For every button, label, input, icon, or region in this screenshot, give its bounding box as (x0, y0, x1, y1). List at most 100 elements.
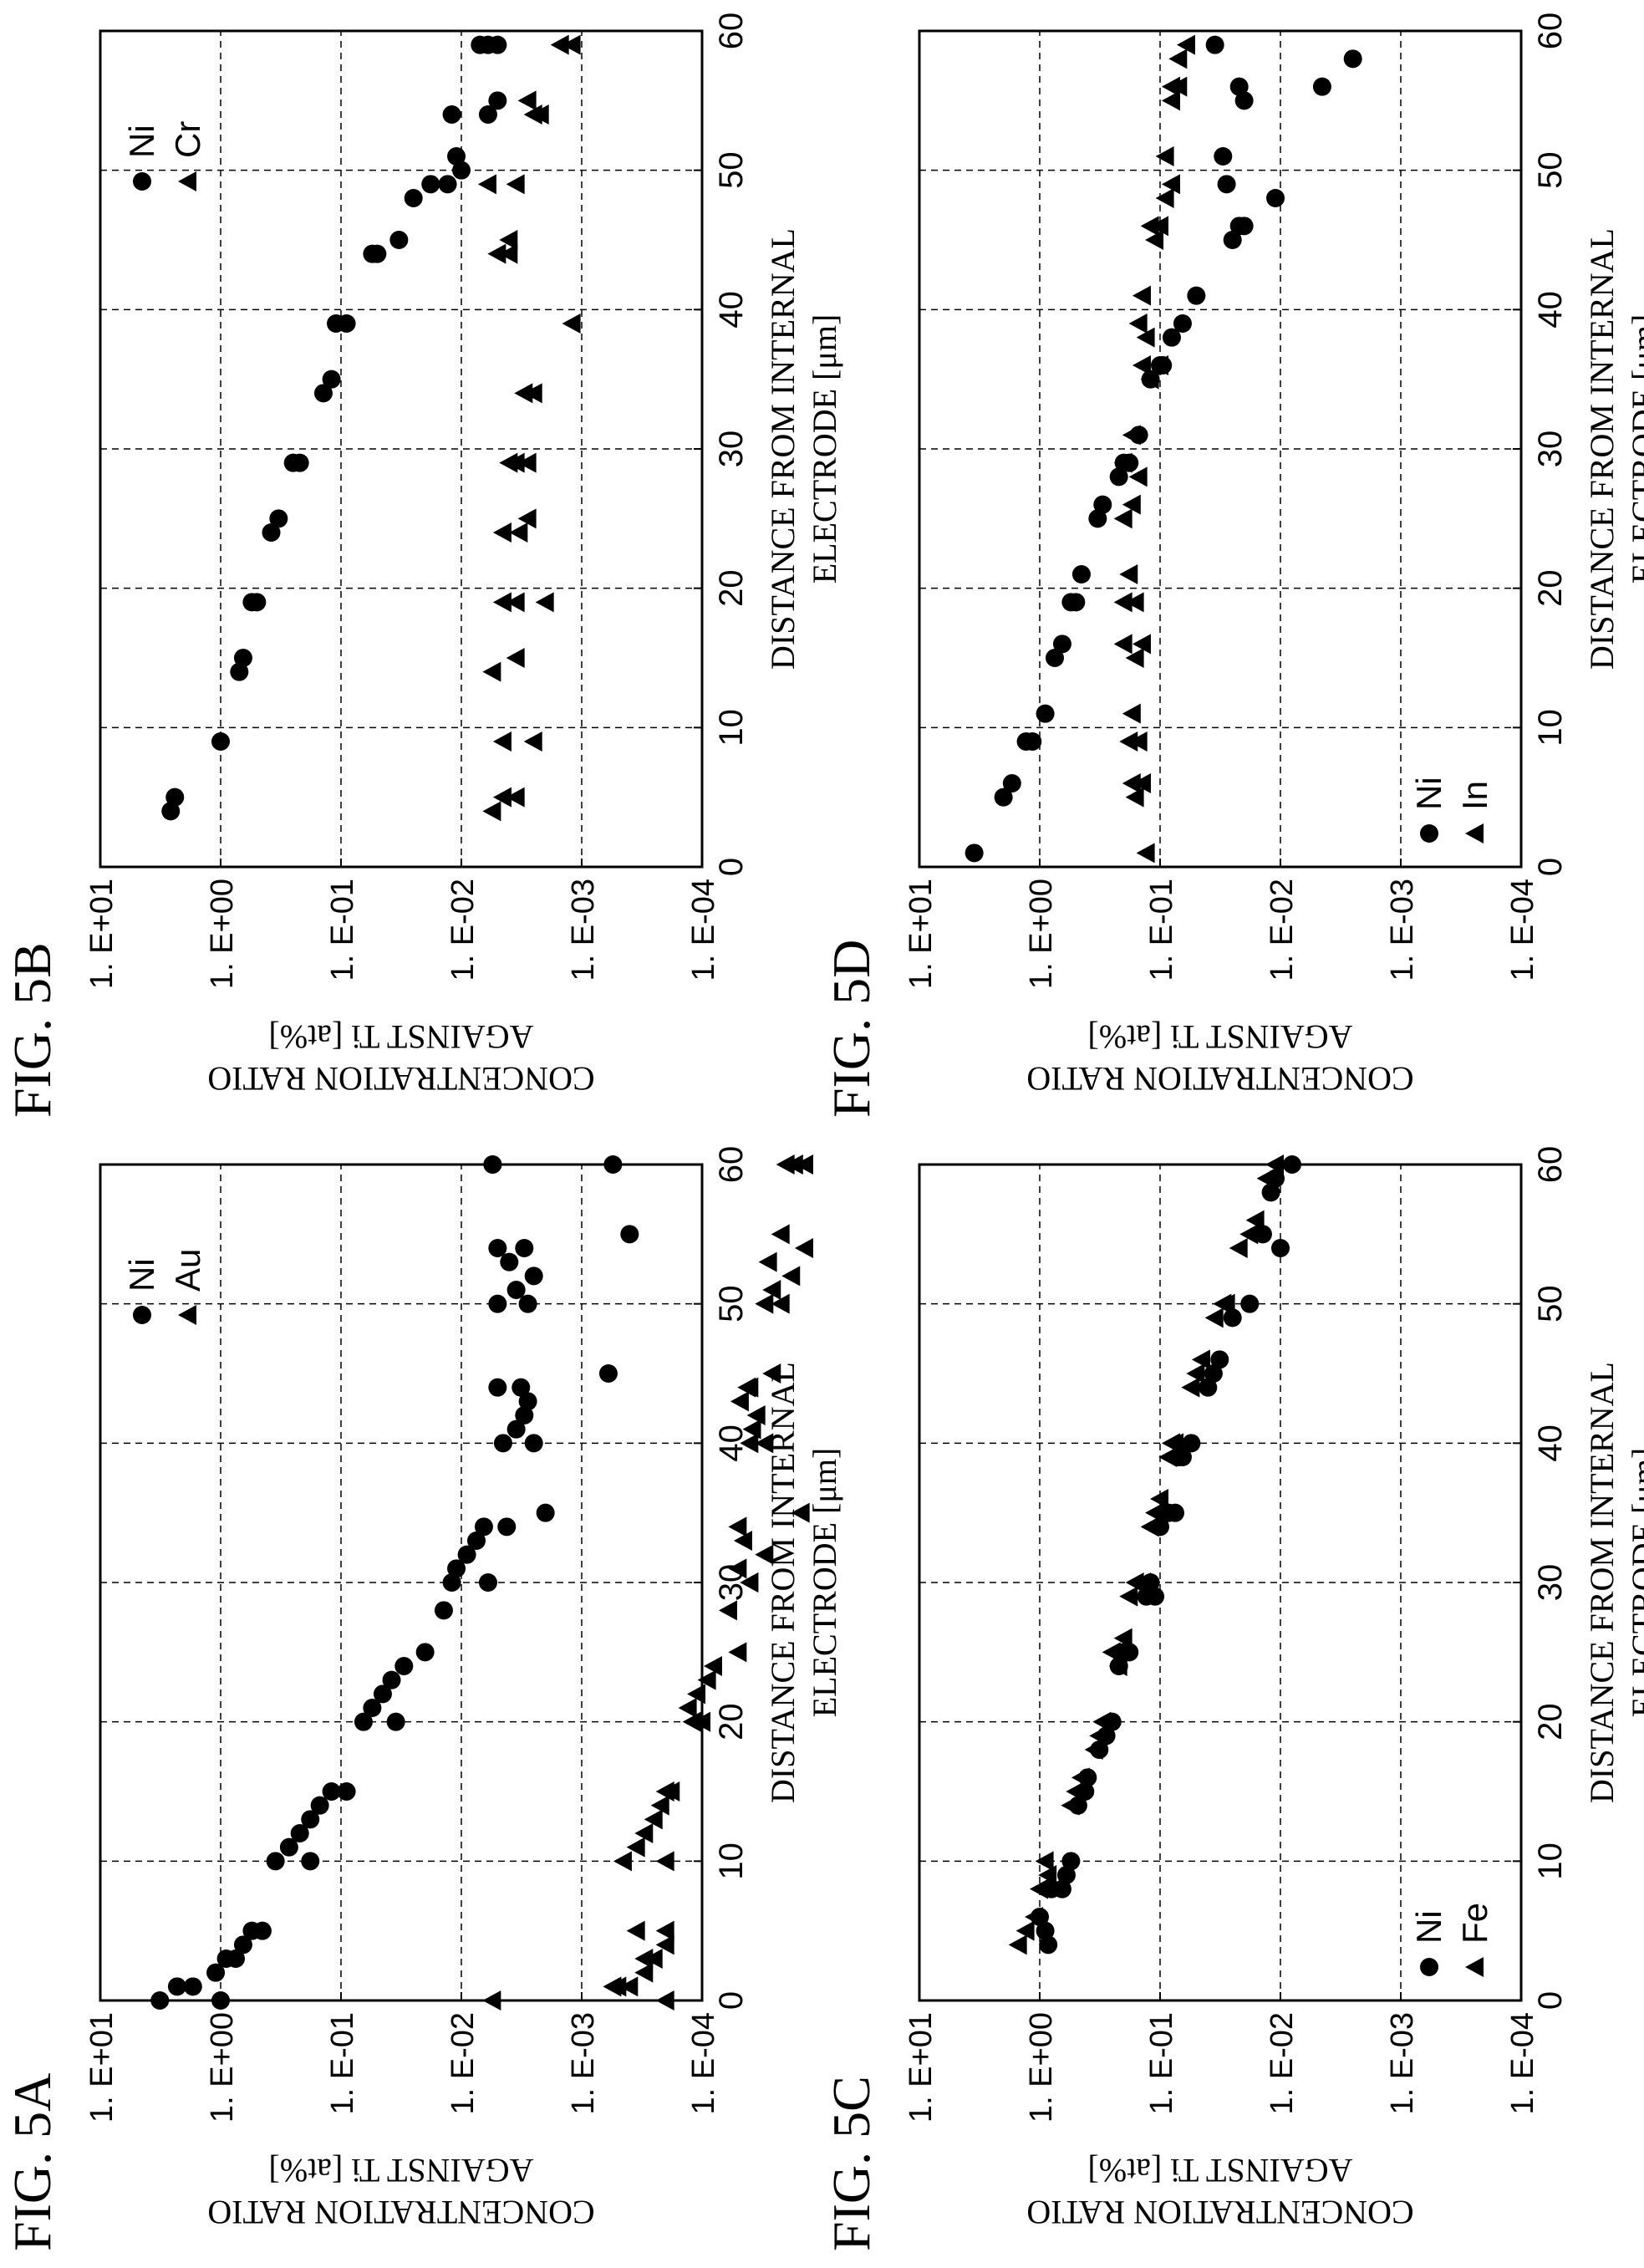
x-tick-label: 60 (713, 1146, 750, 1184)
legend-marker-cr (178, 171, 196, 191)
data-point-ni (457, 1545, 476, 1564)
data-point-ni (1039, 1935, 1058, 1955)
data-point-au (678, 1698, 697, 1718)
data-point-au (644, 1949, 663, 1969)
data-point-ni (1266, 189, 1285, 207)
data-point-in (1113, 452, 1132, 473)
x-axis-title-line2: ELECTRODE [μm] (1625, 1448, 1644, 1718)
legend: Ni In (1409, 777, 1494, 843)
data-point-cr (523, 383, 542, 404)
data-point-cr (535, 592, 554, 613)
data-point-ni (1002, 774, 1021, 793)
data-point-au (794, 1238, 813, 1258)
data-point-ni (965, 843, 984, 863)
data-point-fe (1245, 1210, 1265, 1231)
x-tick-label: 40 (713, 291, 750, 329)
data-point-au (755, 1433, 774, 1454)
y-tick-label: 1. E-03 (566, 2012, 601, 2115)
data-point-fe (1229, 1238, 1248, 1258)
series-in (1113, 34, 1195, 864)
data-point-ni (500, 1252, 519, 1272)
data-point-ni (269, 509, 288, 528)
data-point-au (697, 1669, 716, 1690)
data-point-ni (506, 1419, 526, 1439)
data-point-ni (1217, 175, 1236, 194)
data-point-fe (1132, 1572, 1151, 1593)
x-tick-label: 30 (1532, 1564, 1569, 1602)
data-point-ni (386, 1712, 405, 1731)
data-point-ni (493, 1434, 512, 1453)
data-point-ni (262, 523, 281, 542)
data-point-fe (1119, 1586, 1138, 1607)
data-point-ni (1223, 1308, 1242, 1328)
data-point-fe (1140, 1516, 1159, 1537)
y-tick-label: 1. E-01 (1144, 879, 1179, 981)
x-tick-label: 10 (1532, 1842, 1569, 1880)
data-point-in (1125, 648, 1144, 668)
y-axis-title-line2: AGAINST Ti [at%] (268, 1018, 533, 1056)
data-point-in (1132, 634, 1151, 655)
data-point-au (655, 1990, 674, 2011)
data-point-in (1155, 146, 1174, 166)
data-point-ni (620, 1225, 639, 1244)
data-point-au (730, 1391, 749, 1412)
data-point-ni (354, 1712, 373, 1731)
data-point-cr (517, 452, 537, 473)
data-point-cr (523, 731, 542, 752)
data-point-ni (394, 1657, 414, 1675)
data-point-au (687, 1684, 706, 1705)
data-point-ni (483, 1155, 502, 1174)
data-point-ni (279, 1837, 298, 1857)
data-point-ni (1023, 732, 1042, 751)
data-point-fe (1181, 1377, 1200, 1398)
data-point-au (762, 1280, 781, 1300)
y-tick-label: 1. E-04 (686, 879, 721, 981)
y-tick-label: 1. E+00 (1024, 2012, 1059, 2123)
data-point-cr (550, 34, 569, 55)
data-point-ni (488, 1294, 507, 1313)
y-tick-label: 1. E-02 (445, 879, 481, 981)
data-point-au (755, 1544, 774, 1565)
y-axis-title: CONCENTRATION RATIO AGAINST Ti [at%] (1026, 2152, 1413, 2231)
y-tick-label: 1. E-03 (1385, 879, 1420, 981)
data-point-ni (1120, 1643, 1139, 1662)
data-point-in (1132, 285, 1151, 306)
data-point-ni (1036, 1921, 1055, 1940)
data-point-ni (598, 1364, 618, 1383)
data-point-ni (382, 1670, 401, 1690)
data-point-fe (1158, 1447, 1178, 1467)
data-point-ni (1187, 286, 1206, 305)
data-point-au (728, 1558, 747, 1579)
legend: Ni Au (122, 1249, 207, 1325)
data-point-ni (1162, 328, 1181, 347)
data-point-au (771, 1224, 790, 1245)
data-point-ni (1182, 1434, 1201, 1453)
y-axis-title: CONCENTRATION RATIO AGAINST Ti [at%] (207, 2152, 594, 2231)
data-point-cr (482, 661, 501, 682)
data-point-fe (1265, 1154, 1285, 1175)
data-point-au (655, 1920, 674, 1941)
legend-marker-ni (133, 1306, 151, 1324)
y-axis-title-line1: CONCENTRATION RATIO (1026, 1060, 1413, 1098)
data-point-in (1155, 188, 1174, 208)
data-point-ni (226, 1949, 245, 1968)
data-point-ni (478, 105, 497, 124)
data-point-cr (477, 174, 496, 195)
figure-label: FIG. 5C (822, 2076, 881, 2251)
x-tick-label: 10 (713, 1842, 750, 1880)
data-point-ni (1165, 1503, 1184, 1522)
y-tick-label: 1. E-04 (1505, 879, 1540, 981)
data-point-cr (492, 787, 512, 808)
data-point-fe (1066, 1781, 1085, 1802)
data-point-ni (447, 147, 466, 166)
y-tick-label: 1. E-04 (1505, 2012, 1540, 2115)
data-point-ni (1173, 1448, 1192, 1466)
panel-fig5c: FIG. 5C CONCENTRATION RATIO AGAINST Ti [at… (822, 1146, 1644, 2251)
y-tick-label: 1. E-01 (325, 2012, 360, 2115)
data-point-ni (266, 1852, 285, 1871)
data-point-au (742, 1419, 761, 1440)
data-point-in (1128, 313, 1148, 334)
x-tick-label: 60 (1532, 13, 1569, 50)
data-point-au (771, 1293, 790, 1314)
data-point-ni (313, 384, 333, 403)
